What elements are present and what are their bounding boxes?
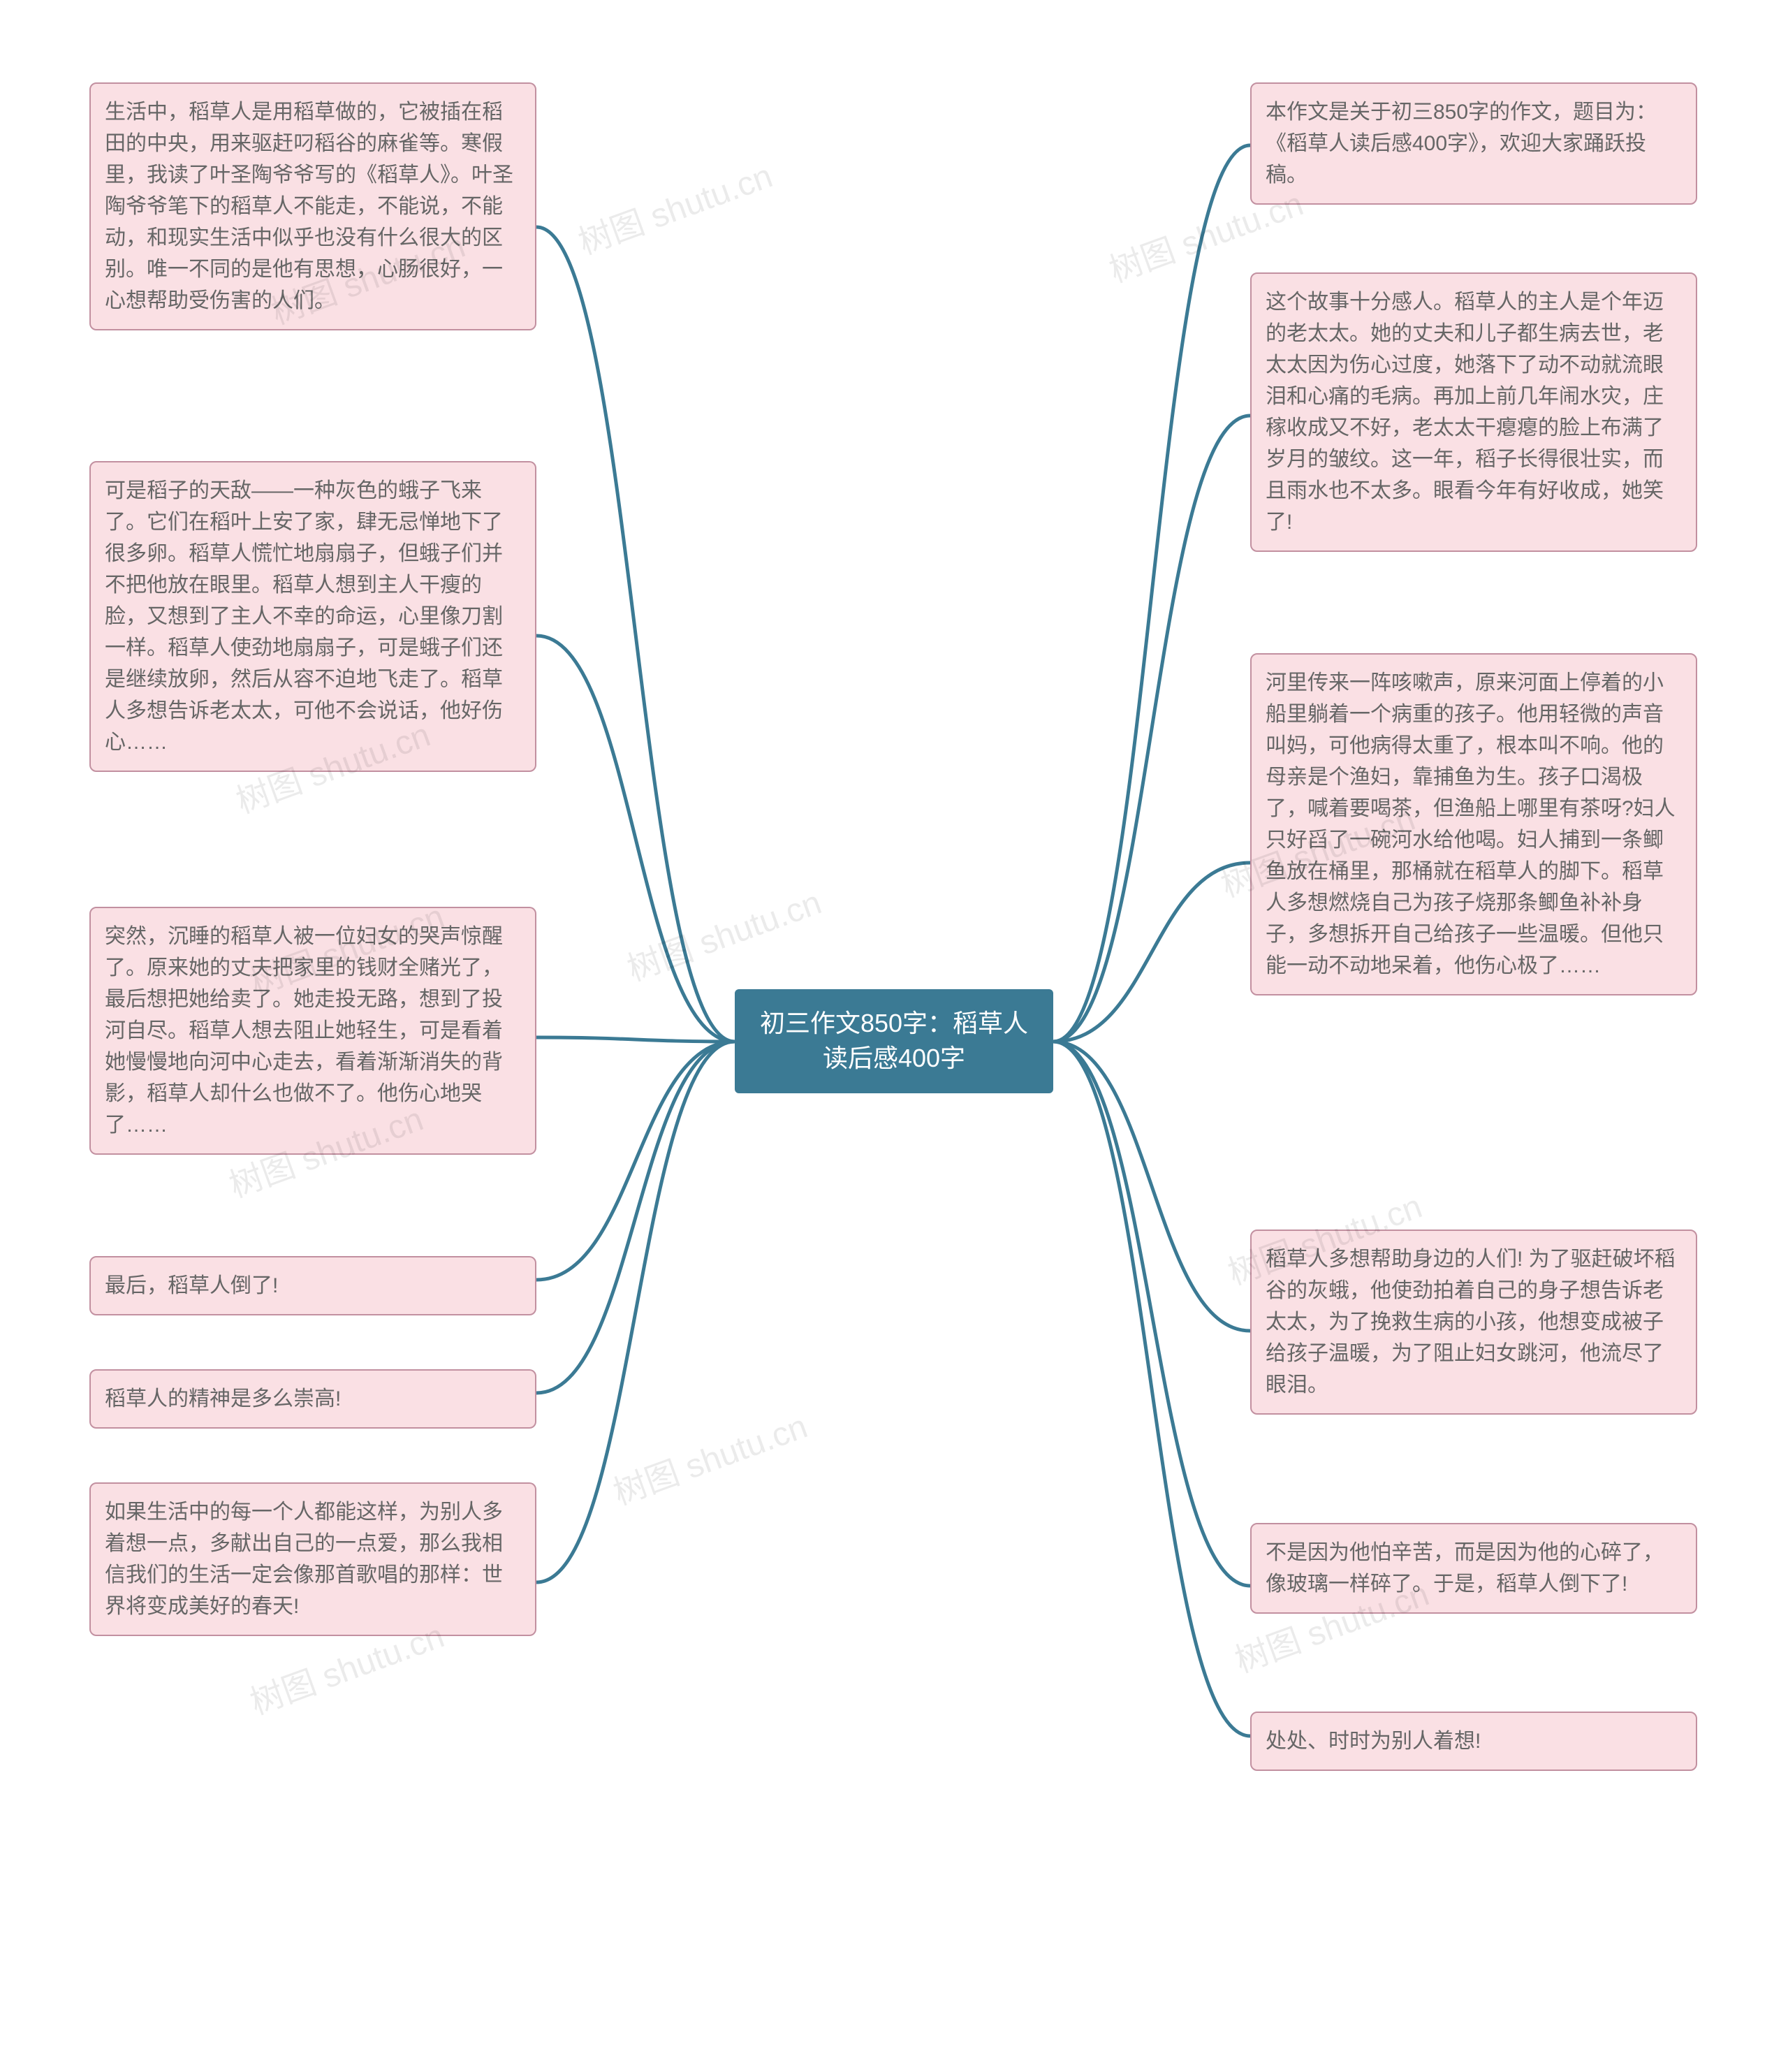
leaf-text: 生活中，稻草人是用稻草做的，它被插在稻田的中央，用来驱赶叼稻谷的麻雀等。寒假里，… xyxy=(105,101,513,312)
connector-path xyxy=(536,1042,735,1582)
connector-path xyxy=(536,227,735,1042)
leaf-text: 这个故事十分感人。稻草人的主人是个年迈的老太太。她的丈夫和儿子都生病去世，老太太… xyxy=(1266,291,1664,534)
leaf-text: 本作文是关于初三850字的作文，题目为：《稻草人读后感400字》，欢迎大家踊跃投… xyxy=(1266,101,1657,187)
leaf-text: 处处、时时为别人着想! xyxy=(1266,1730,1481,1753)
connector-path xyxy=(536,1042,735,1280)
leaf-text: 不是因为他怕辛苦，而是因为他的心碎了，像玻璃一样碎了。于是，稻草人倒下了! xyxy=(1266,1541,1664,1596)
leaf-node: 本作文是关于初三850字的作文，题目为：《稻草人读后感400字》，欢迎大家踊跃投… xyxy=(1250,82,1697,205)
leaf-node: 稻草人多想帮助身边的人们! 为了驱赶破坏稻谷的灰蛾，他使劲拍着自己的身子想告诉老… xyxy=(1250,1230,1697,1415)
leaf-node: 生活中，稻草人是用稻草做的，它被插在稻田的中央，用来驱赶叼稻谷的麻雀等。寒假里，… xyxy=(89,82,536,330)
connector-path xyxy=(1053,416,1250,1042)
leaf-node: 不是因为他怕辛苦，而是因为他的心碎了，像玻璃一样碎了。于是，稻草人倒下了! xyxy=(1250,1523,1697,1614)
leaf-node: 最后，稻草人倒了! xyxy=(89,1256,536,1315)
leaf-text: 如果生活中的每一个人都能这样，为别人多着想一点，多献出自己的一点爱，那么我相信我… xyxy=(105,1501,503,1618)
connector-path xyxy=(1053,863,1250,1042)
leaf-text: 可是稻子的天敌——一种灰色的蛾子飞来了。它们在稻叶上安了家，肆无忌惮地下了很多卵… xyxy=(105,479,503,754)
leaf-text: 突然，沉睡的稻草人被一位妇女的哭声惊醒了。原来她的丈夫把家里的钱财全赌光了，最后… xyxy=(105,925,503,1137)
connector-path xyxy=(536,1042,735,1393)
connector-path xyxy=(1053,1042,1250,1331)
leaf-node: 处处、时时为别人着想! xyxy=(1250,1712,1697,1771)
leaf-node: 如果生活中的每一个人都能这样，为别人多着想一点，多献出自己的一点爱，那么我相信我… xyxy=(89,1482,536,1636)
connector-path xyxy=(1053,1042,1250,1736)
leaf-text: 河里传来一阵咳嗽声，原来河面上停着的小船里躺着一个病重的孩子。他用轻微的声音叫妈… xyxy=(1266,671,1676,977)
leaf-node: 稻草人的精神是多么崇高! xyxy=(89,1369,536,1429)
leaf-node: 这个故事十分感人。稻草人的主人是个年迈的老太太。她的丈夫和儿子都生病去世，老太太… xyxy=(1250,272,1697,552)
leaf-text: 稻草人的精神是多么崇高! xyxy=(105,1387,341,1410)
connector-path xyxy=(1053,1042,1250,1586)
center-node: 初三作文850字：稻草人读后感400字 xyxy=(735,989,1053,1093)
leaf-text: 最后，稻草人倒了! xyxy=(105,1274,278,1297)
center-node-text: 初三作文850字：稻草人读后感400字 xyxy=(760,1009,1028,1072)
connector-path xyxy=(536,636,735,1042)
leaf-node: 突然，沉睡的稻草人被一位妇女的哭声惊醒了。原来她的丈夫把家里的钱财全赌光了，最后… xyxy=(89,907,536,1155)
leaf-node: 河里传来一阵咳嗽声，原来河面上停着的小船里躺着一个病重的孩子。他用轻微的声音叫妈… xyxy=(1250,653,1697,995)
connector-path xyxy=(1053,145,1250,1042)
leaf-text: 稻草人多想帮助身边的人们! 为了驱赶破坏稻谷的灰蛾，他使劲拍着自己的身子想告诉老… xyxy=(1266,1248,1676,1396)
connector-path xyxy=(536,1037,735,1042)
leaf-node: 可是稻子的天敌——一种灰色的蛾子飞来了。它们在稻叶上安了家，肆无忌惮地下了很多卵… xyxy=(89,461,536,772)
